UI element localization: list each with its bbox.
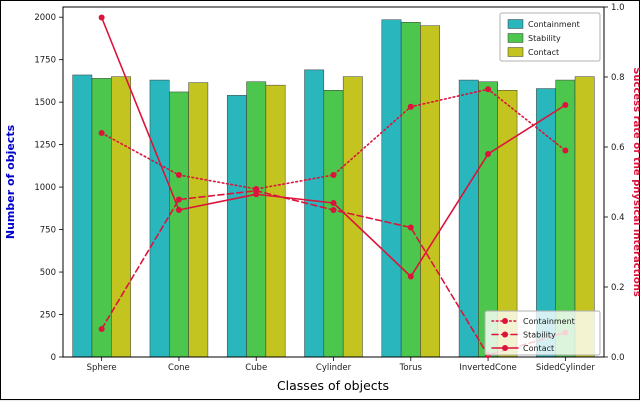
x-tick-label: InvertedCone: [459, 363, 516, 373]
marker-contact: [330, 200, 337, 206]
y-axis-title-left: Number of objects: [4, 124, 17, 239]
bar-containment-sphere: [72, 74, 93, 358]
y-tick-label-left: 1000: [34, 183, 56, 193]
y-tick-label-left: 1500: [34, 98, 56, 108]
legend-lines-label: Stability: [523, 331, 556, 340]
marker-containment: [98, 130, 105, 136]
legend-bars-swatch: [507, 33, 524, 43]
marker-contact: [175, 207, 182, 213]
bar-contact-cone: [188, 82, 209, 358]
marker-contact: [98, 14, 105, 21]
y-tick-label-right: 0.8: [611, 73, 625, 83]
marker-containment: [330, 172, 337, 178]
legend-bars-box: [499, 12, 601, 62]
bar-containment-invertedcone: [458, 79, 479, 358]
legend-bars-label: Containment: [528, 20, 580, 29]
bar-contact-sphere: [111, 76, 131, 358]
legend-lines-marker: [502, 345, 508, 351]
marker-containment: [175, 172, 182, 178]
marker-contact: [253, 191, 260, 198]
legend-bars-label: Contact: [528, 48, 559, 57]
bar-containment-cylinder: [304, 69, 325, 358]
legend-bars-swatch: [507, 19, 524, 29]
legend-lines-marker: [502, 331, 508, 338]
marker-contact: [562, 102, 569, 108]
marker-contact: [485, 151, 492, 157]
marker-stability: [175, 196, 182, 203]
legend-bars-label: Stability: [528, 34, 561, 43]
bar-contact-torus: [420, 25, 441, 358]
chart-layer: 0 250 500 750 1000 1250 1500 1750 2000 0.0 0.2 0.4 0…: [34, 3, 624, 373]
y-tick-label-right: 0.6: [611, 143, 625, 153]
bar-stability-torus: [400, 22, 421, 358]
y-tick-label-right: 0.0: [611, 353, 625, 363]
marker-stability: [98, 326, 105, 332]
legend-lines-marker: [502, 318, 508, 324]
bar-containment-cone: [149, 79, 170, 358]
y-tick-label-right: 1.0: [611, 3, 625, 13]
y-tick-label-left: 500: [40, 268, 56, 278]
bar-contact-cube: [265, 84, 286, 358]
bar-stability-cone: [169, 91, 189, 358]
y-tick-label-right: 0.2: [611, 283, 625, 293]
bar-stability-sphere: [91, 78, 112, 358]
x-tick-label: SidedCylinder: [536, 363, 595, 373]
y-tick-label-left: 1750: [34, 56, 56, 66]
y-axis-title-right: Success rate of the physical interaction…: [631, 67, 640, 297]
legend-lines-label: Containment: [523, 317, 575, 326]
bar-containment-torus: [381, 19, 402, 358]
legend-lines-box: [484, 310, 601, 356]
x-tick-label: Cone: [168, 363, 190, 373]
x-tick-label: Cube: [245, 363, 267, 373]
x-tick-label: Sphere: [87, 363, 117, 373]
legend-lines-label: Contact: [523, 344, 554, 353]
marker-containment: [485, 86, 492, 93]
legend-bars-swatch: [507, 47, 524, 57]
bar-containment-cube: [226, 95, 247, 358]
marker-stability: [330, 207, 337, 213]
marker-containment: [407, 103, 414, 110]
marker-containment: [562, 147, 569, 154]
y-tick-label-left: 1250: [34, 141, 56, 151]
y-tick-label-left: 0: [51, 353, 56, 363]
x-tick-label: Cylinder: [316, 363, 352, 373]
marker-contact: [407, 273, 414, 280]
marker-stability: [407, 224, 414, 231]
y-tick-label-left: 250: [40, 311, 56, 321]
bar-contact-cylinder: [342, 76, 363, 358]
x-tick-label: Torus: [399, 363, 423, 373]
bar-stability-cube: [246, 81, 267, 358]
y-tick-label-right: 0.4: [611, 213, 625, 223]
y-tick-label-left: 2000: [34, 13, 56, 23]
x-axis-title: Classes of objects: [277, 378, 389, 393]
bar-stability-cylinder: [323, 90, 344, 358]
y-tick-label-left: 750: [40, 226, 56, 236]
